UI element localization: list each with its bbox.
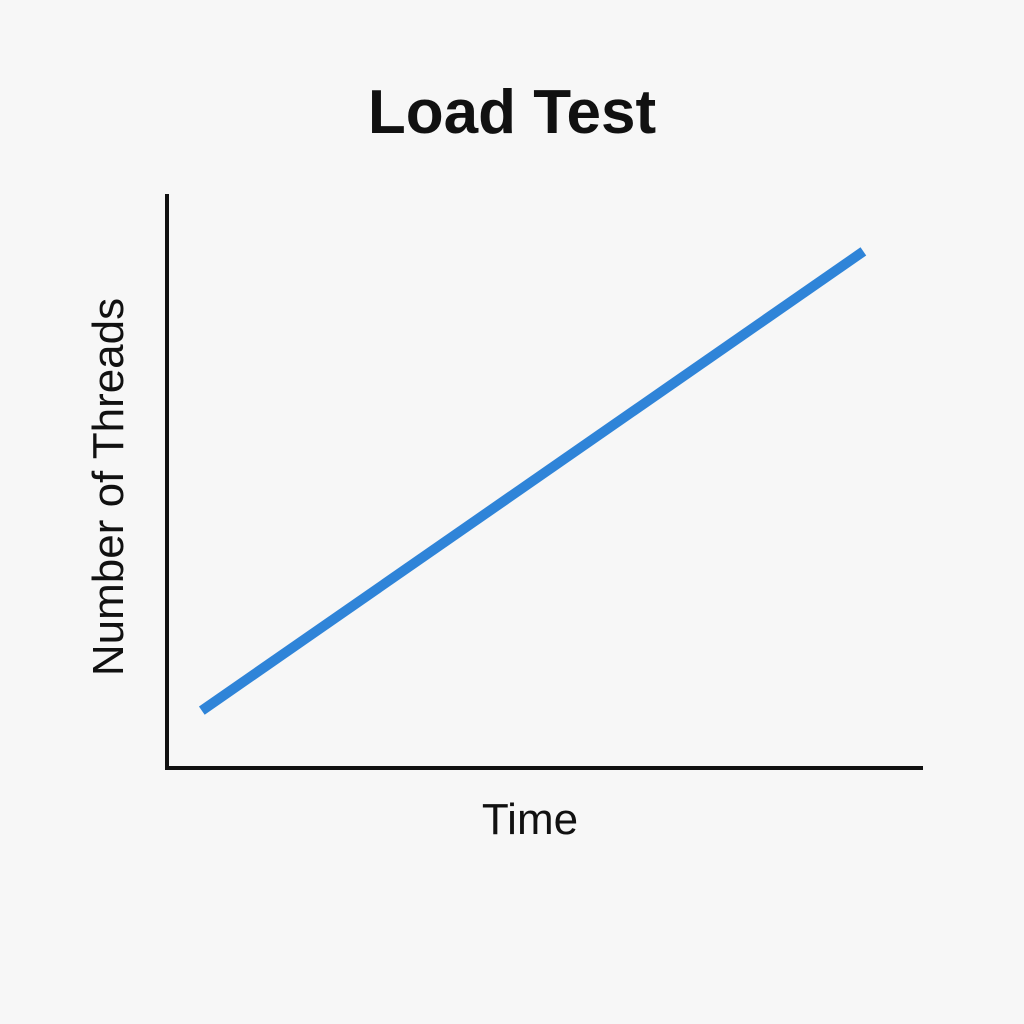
plot-area	[198, 247, 867, 715]
x-axis-label: Time	[482, 795, 578, 844]
series-line-1	[198, 247, 867, 715]
y-axis-label: Number of Threads	[84, 298, 133, 676]
chart-title: Load Test	[368, 78, 656, 147]
